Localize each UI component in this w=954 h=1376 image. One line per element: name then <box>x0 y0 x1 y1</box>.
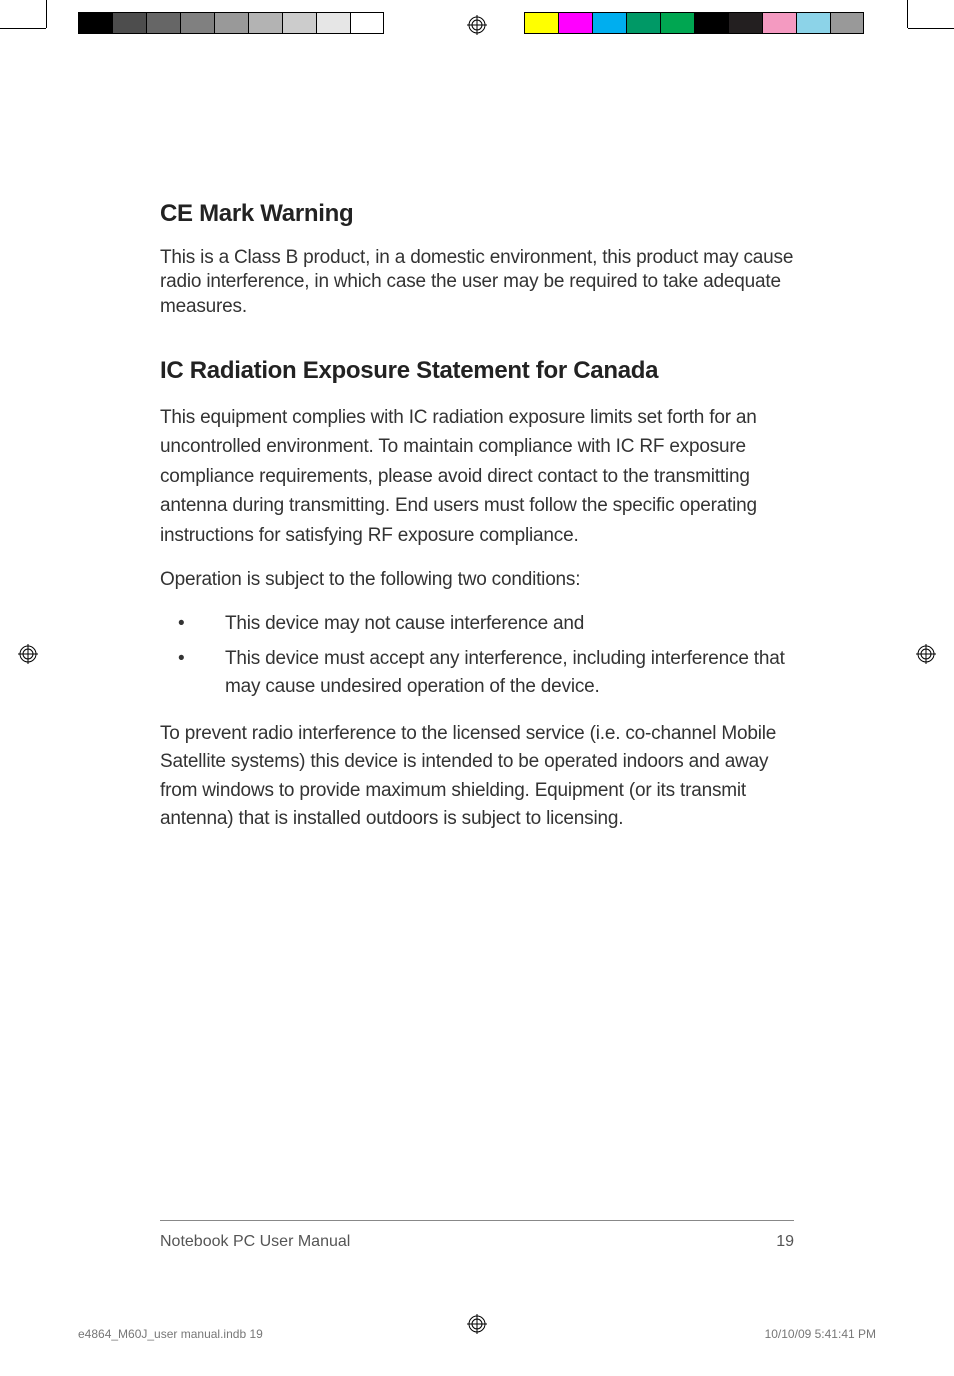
print-filename: e4864_M60J_user manual.indb 19 <box>78 1327 263 1341</box>
ic-heading: IC Radiation Exposure Statement for Cana… <box>160 357 794 385</box>
registration-mark-icon <box>467 15 487 35</box>
footer-title: Notebook PC User Manual <box>160 1233 350 1251</box>
list-item: This device may not cause interference a… <box>160 610 794 639</box>
ic-bullet-list: This device may not cause interference a… <box>160 610 794 702</box>
page-footer: Notebook PC User Manual 19 <box>160 1220 794 1251</box>
list-item: This device must accept any interference… <box>160 645 794 702</box>
print-timestamp: 10/10/09 5:41:41 PM <box>765 1327 876 1341</box>
color-bar-cmyk <box>524 12 864 34</box>
ce-mark-body: This is a Class B product, in a domestic… <box>160 246 794 319</box>
ic-body-2: Operation is subject to the following tw… <box>160 568 794 592</box>
ic-body-1: This equipment complies with IC radiatio… <box>160 403 794 550</box>
ce-mark-heading: CE Mark Warning <box>160 200 794 228</box>
ic-body-3: To prevent radio interference to the lic… <box>160 720 794 834</box>
page-content: CE Mark Warning This is a Class B produc… <box>65 50 889 1306</box>
registration-mark-icon <box>916 644 936 664</box>
color-bar-grayscale <box>78 12 384 34</box>
page-number: 19 <box>776 1233 794 1251</box>
print-metadata: e4864_M60J_user manual.indb 19 10/10/09 … <box>78 1327 876 1341</box>
registration-mark-icon <box>18 644 38 664</box>
